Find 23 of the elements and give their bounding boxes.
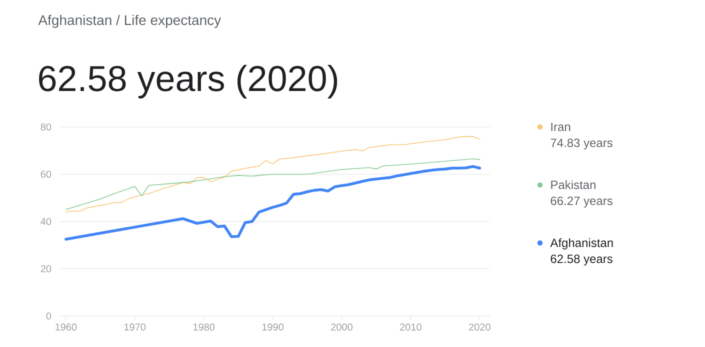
x-tick-label: 1990: [262, 324, 284, 331]
y-tick-label: 60: [40, 170, 52, 178]
y-tick-label: 20: [40, 265, 52, 272]
x-tick-label: 1960: [56, 324, 77, 331]
legend-label: Pakistan: [551, 180, 596, 190]
line-series: [64, 165, 482, 241]
legend-label: Iran: [551, 122, 570, 132]
line-series: [66, 136, 480, 212]
text: 62.58 years: [550, 254, 612, 266]
x-tick-label: 1970: [124, 324, 146, 331]
legend-label: Afghanistan: [550, 238, 613, 250]
x-tick-label: 2000: [331, 324, 352, 331]
x-tick-label: 2010: [400, 324, 422, 331]
y-tick-label: 80: [40, 123, 52, 131]
text: 66.27 years: [550, 196, 612, 208]
text: 74.83 years: [550, 138, 612, 150]
x-tick-label: 2020: [469, 324, 490, 331]
chart-title: Afghanistan / Life expectancy: [38, 14, 222, 28]
chart-subtitle: 62.58 years (2020): [39, 64, 338, 98]
x-tick-label: 1980: [193, 324, 215, 331]
line-series: [66, 158, 480, 210]
y-tick-label: 0: [46, 312, 52, 320]
y-tick-label: 40: [40, 218, 52, 226]
